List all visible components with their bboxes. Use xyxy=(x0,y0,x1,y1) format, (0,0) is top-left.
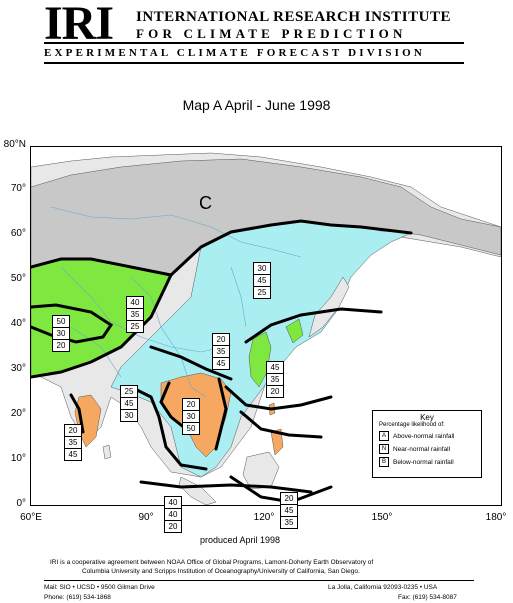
prob-near: 30 xyxy=(53,328,69,340)
prob-box-indonesia: 20 45 35 xyxy=(280,492,298,529)
prob-near: 35 xyxy=(127,309,143,321)
footer-rule xyxy=(44,580,474,581)
header-institute-subtitle: FOR CLIMATE PREDICTION xyxy=(136,26,407,41)
below-normal-region-philippines xyxy=(270,428,284,456)
lon-label-90: 90° xyxy=(138,512,154,523)
above-normal-region-korea xyxy=(248,331,272,388)
footer-address: La Jolla, California 92093-0235 • USA xyxy=(328,584,438,591)
prob-near: 30 xyxy=(183,411,199,423)
lat-label-10: 10° xyxy=(10,453,26,464)
prob-above: 25 xyxy=(121,386,137,398)
lat-label-20: 20° xyxy=(10,408,26,419)
footer-mail: Mail: SIO • UCSD • 9500 Gilman Drive xyxy=(44,584,155,591)
prob-box-indochina: 20 30 50 xyxy=(182,398,200,435)
prob-above: 30 xyxy=(254,263,270,275)
prob-below: 20 xyxy=(168,522,178,531)
prob-below: 50 xyxy=(186,424,196,433)
prob-below: 20 xyxy=(270,387,280,396)
prob-box-central-asia: 40 35 25 xyxy=(126,296,144,333)
prob-below: 30 xyxy=(124,411,134,420)
map-key: Key Percentage likelihood of: A Above-no… xyxy=(372,410,482,478)
produced-date: produced April 1998 xyxy=(200,535,281,545)
footer-phone: Phone: (619) 534-1868 xyxy=(44,594,111,601)
prob-near: 45 xyxy=(254,275,270,287)
prob-above: 20 xyxy=(213,334,229,346)
header-division: EXPERIMENTAL CLIMATE FORECAST DIVISION xyxy=(44,47,426,59)
country-boundaries xyxy=(50,206,302,398)
prob-above: 45 xyxy=(267,362,283,374)
landmass-japan xyxy=(308,276,350,338)
landmass-borneo xyxy=(242,451,280,490)
above-normal-region-japan xyxy=(285,318,304,344)
key-label-above: Above-normal rainfall xyxy=(393,432,455,440)
lat-label-60: 60° xyxy=(10,228,26,239)
prob-below: 35 xyxy=(284,518,294,527)
key-letter-near: N xyxy=(379,444,389,454)
prob-above: 20 xyxy=(183,399,199,411)
landmass-sumatra xyxy=(178,476,217,505)
lat-label-70: 70° xyxy=(10,183,26,194)
lon-label-60e: 60°E xyxy=(20,512,42,523)
prob-box-east-china-sea: 45 35 20 xyxy=(266,361,284,398)
prob-above: 40 xyxy=(165,497,181,509)
lat-label-40: 40° xyxy=(10,318,26,329)
prob-below: 45 xyxy=(216,359,226,368)
key-label-below: Below-normal rainfall xyxy=(393,458,454,466)
iri-logo: IRI xyxy=(44,0,114,50)
key-letter-above: A xyxy=(379,431,389,441)
prob-near: 40 xyxy=(165,509,181,521)
lat-label-80: 80°N xyxy=(3,139,26,150)
prob-below: 20 xyxy=(56,341,66,350)
prob-near: 45 xyxy=(281,505,297,517)
prob-above: 20 xyxy=(281,493,297,505)
lon-label-180: 180° xyxy=(485,512,507,523)
prob-box-equatorial: 40 40 20 xyxy=(164,496,182,533)
prob-box-siberia: 30 45 25 xyxy=(253,262,271,299)
key-item-below: B Below-normal rainfall xyxy=(379,457,481,467)
lon-label-150: 150° xyxy=(371,512,393,523)
footer-line-1: IRI is a cooperative agreement between N… xyxy=(50,559,374,566)
climatology-label: C xyxy=(199,193,212,213)
map-title: Map A April - June 1998 xyxy=(182,97,331,113)
lat-label-0: 0° xyxy=(16,498,26,509)
prob-below: 25 xyxy=(257,288,267,297)
prob-below: 25 xyxy=(130,322,140,331)
footer-line-2: Columbia University and Scripps Institut… xyxy=(82,568,360,575)
key-label-near: Near-normal rainfall xyxy=(393,445,451,453)
lon-label-120: 120° xyxy=(253,512,275,523)
prob-above: 40 xyxy=(127,297,143,309)
header-rule-top xyxy=(44,42,464,44)
lat-label-50: 50° xyxy=(10,273,26,284)
key-item-near: N Near-normal rainfall xyxy=(379,444,481,454)
lat-label-30: 30° xyxy=(10,363,26,374)
prob-box-china: 20 35 45 xyxy=(212,333,230,370)
header-rule-bottom xyxy=(44,62,464,64)
prob-near: 45 xyxy=(121,398,137,410)
header-institute-name: INTERNATIONAL RESEARCH INSTITUTE xyxy=(136,9,451,25)
key-letter-below: B xyxy=(379,457,389,467)
forecast-contours xyxy=(31,219,413,504)
prob-box-india: 20 35 45 xyxy=(64,424,82,461)
prob-near: 35 xyxy=(213,346,229,358)
prob-near: 35 xyxy=(267,374,283,386)
prob-above: 20 xyxy=(65,425,81,437)
landmass-sri-lanka xyxy=(102,444,112,460)
key-subtitle: Percentage likelihood of: xyxy=(379,422,445,428)
prob-below: 45 xyxy=(68,450,78,459)
key-title: Key xyxy=(420,413,434,422)
prob-box-west-asia: 50 30 20 xyxy=(52,315,70,352)
key-item-above: A Above-normal rainfall xyxy=(379,431,481,441)
prob-near: 35 xyxy=(65,437,81,449)
prob-above: 50 xyxy=(53,316,69,328)
prob-box-bay-of-bengal: 25 45 30 xyxy=(120,385,138,422)
footer-fax: Fax: (619) 534-8087 xyxy=(398,594,457,601)
